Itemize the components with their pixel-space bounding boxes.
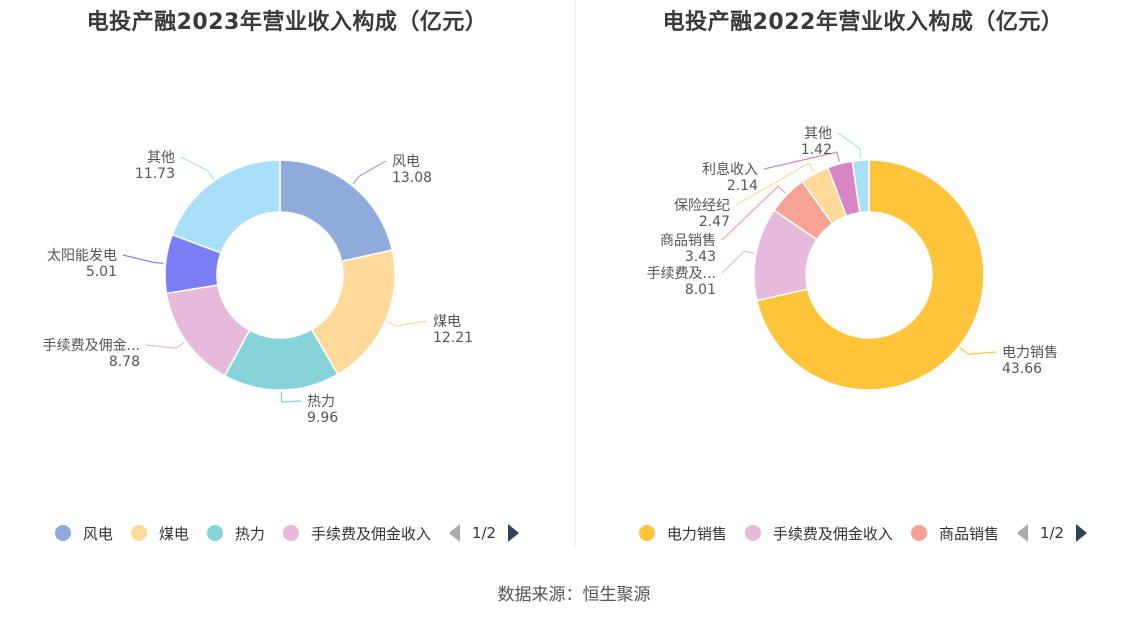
slice-风电[interactable]	[279, 159, 394, 263]
slice-label: 煤电	[433, 314, 461, 330]
slice-label: 保险经纪	[674, 198, 730, 214]
leader-line	[763, 151, 840, 170]
legend-marker	[206, 525, 223, 541]
leader-line	[735, 162, 815, 206]
legend-item[interactable]: 煤电	[130, 523, 189, 544]
leader-line	[352, 160, 387, 185]
slice-value-label: 1.42	[801, 142, 832, 158]
legend-next-icon[interactable]	[1076, 524, 1088, 542]
legend-label: 手续费及佣金收入	[310, 524, 431, 543]
slice-value-label: 11.73	[135, 166, 175, 182]
panel-divider	[575, 0, 576, 548]
legend-marker	[130, 525, 147, 541]
legend-page-number: 1/2	[1039, 524, 1065, 542]
chart-panel-2022: 电投产融2022年营业收入构成（亿元） 电力销售 43.66 手续费及... 8.01…	[576, 0, 1148, 560]
slice-value-label: 8.78	[109, 354, 140, 370]
legend-marker	[638, 525, 655, 541]
legend-2022: 电力销售 手续费及佣金收入 商品销售 1/2	[576, 518, 1148, 548]
legend-marker	[910, 525, 927, 541]
legend-2023: 风电 煤电 热力 手续费及佣金收入 1/2	[0, 518, 574, 548]
slice-value-label: 3.43	[685, 249, 716, 265]
legend-item[interactable]: 风电	[54, 523, 113, 544]
legend-label: 热力	[234, 524, 265, 543]
leader-line	[721, 185, 786, 241]
leader-line	[145, 341, 185, 349]
slice-label: 风电	[392, 154, 420, 170]
slice-label: 电力销售	[1002, 345, 1058, 361]
legend-pager: 1/2	[1016, 524, 1088, 542]
slice-value-label: 13.08	[392, 170, 432, 186]
chart-panel-2023: 电投产融2023年营业收入构成（亿元） 风电 13.08 煤电 12.21 热力 9.96…	[0, 0, 574, 560]
slice-label: 太阳能发电	[47, 248, 117, 264]
legend-label: 煤电	[158, 524, 189, 543]
legend-label: 手续费及佣金收入	[772, 524, 893, 543]
chart-title-2022: 电投产融2022年营业收入构成（亿元）	[662, 10, 1064, 35]
legend-marker	[744, 525, 761, 541]
slice-其他[interactable]	[171, 159, 281, 254]
leader-line	[721, 250, 755, 274]
slice-label: 利息收入	[702, 161, 758, 178]
slice-label: 其他	[147, 150, 175, 166]
slice-value-label: 12.21	[433, 330, 473, 346]
chart-title-2023: 电投产融2023年营业收入构成（亿元）	[86, 10, 488, 35]
slice-其他[interactable]	[851, 159, 870, 214]
slice-value-label: 8.01	[685, 282, 716, 298]
legend-marker	[54, 525, 71, 541]
leader-line	[960, 347, 997, 355]
legend-page-number: 1/2	[471, 524, 497, 542]
leader-line	[122, 254, 164, 265]
slice-value-label: 43.66	[1002, 361, 1042, 377]
slice-value-label: 9.96	[307, 410, 338, 426]
leader-line	[280, 391, 302, 403]
legend-marker	[282, 525, 299, 541]
slice-label: 商品销售	[660, 233, 716, 249]
leader-line	[837, 132, 862, 159]
legend-item[interactable]: 电力销售	[638, 523, 727, 544]
legend-label: 风电	[82, 524, 113, 543]
slice-value-label: 2.47	[699, 214, 730, 230]
data-source: 数据来源：恒生聚源	[497, 585, 651, 605]
slice-label: 手续费及佣金...	[43, 337, 140, 354]
slice-value-label: 2.14	[727, 178, 758, 194]
legend-item[interactable]: 手续费及佣金收入	[744, 523, 893, 544]
legend-item[interactable]: 手续费及佣金收入	[282, 523, 431, 544]
legend-next-icon[interactable]	[508, 524, 520, 542]
slice-label: 其他	[804, 126, 832, 142]
leader-line	[180, 156, 214, 180]
slice-label: 热力	[307, 394, 335, 410]
slice-电力销售[interactable]	[755, 159, 985, 391]
leader-line	[386, 320, 428, 327]
legend-label: 商品销售	[938, 524, 999, 543]
slice-value-label: 5.01	[86, 264, 117, 280]
legend-item[interactable]: 热力	[206, 523, 265, 544]
legend-item[interactable]: 商品销售	[910, 523, 999, 544]
slice-label: 手续费及...	[647, 265, 716, 282]
legend-pager: 1/2	[448, 524, 520, 542]
legend-label: 电力销售	[666, 524, 727, 543]
legend-prev-icon[interactable]	[1016, 524, 1028, 542]
legend-prev-icon[interactable]	[448, 524, 460, 542]
